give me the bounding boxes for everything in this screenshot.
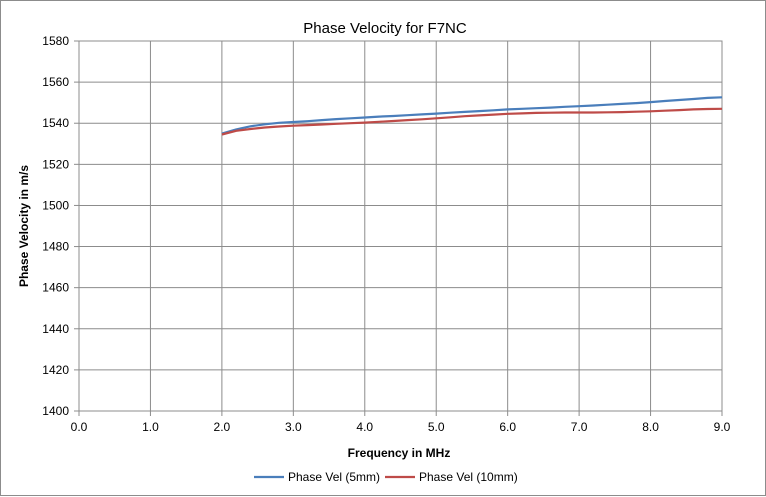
x-tick-label: 2.0 [214, 420, 231, 434]
y-axis-label: Phase Velocity in m/s [17, 165, 31, 287]
series-line-2 [221, 107, 723, 136]
legend: Phase Vel (5mm) Phase Vel (10mm) [254, 470, 518, 484]
y-tick-label: 1440 [42, 322, 69, 336]
legend-label: Phase Vel (5mm) [288, 470, 380, 484]
y-tick-label: 1420 [42, 363, 69, 377]
y-tick-labels: 1400 1420 1440 1460 1480 1500 1520 1540 1560 1580 [42, 34, 69, 418]
x-tick-label: 1.0 [142, 420, 159, 434]
y-tick-label: 1580 [42, 34, 69, 48]
y-tick-label: 1500 [42, 198, 69, 212]
x-tick-label: 5.0 [428, 420, 445, 434]
x-tick-label: 0.0 [71, 420, 88, 434]
y-tick-label: 1400 [42, 404, 69, 418]
legend-label: Phase Vel (10mm) [419, 470, 518, 484]
x-tick-label: 4.0 [356, 420, 373, 434]
y-tick-label: 1540 [42, 116, 69, 130]
x-tick-label: 8.0 [642, 420, 659, 434]
legend-item-2: Phase Vel (10mm) [385, 470, 518, 484]
x-tick-label: 7.0 [571, 420, 588, 434]
x-tick-label: 6.0 [499, 420, 516, 434]
grid [74, 40, 723, 416]
series-line-1 [221, 96, 723, 135]
y-tick-label: 1520 [42, 157, 69, 171]
x-tick-label: 3.0 [285, 420, 302, 434]
y-tick-label: 1480 [42, 240, 69, 254]
legend-item-1: Phase Vel (5mm) [254, 470, 380, 484]
chart-title: Phase Velocity for F7NC [303, 20, 467, 37]
x-axis-label: Frequency in MHz [348, 446, 451, 460]
plot-area [78, 40, 723, 412]
x-tick-labels: 0.0 1.0 2.0 3.0 4.0 5.0 6.0 7.0 8.0 9.0 [71, 420, 731, 434]
x-tick-label: 9.0 [714, 420, 731, 434]
y-tick-label: 1560 [42, 75, 69, 89]
series-group [221, 96, 723, 136]
y-tick-label: 1460 [42, 281, 69, 295]
